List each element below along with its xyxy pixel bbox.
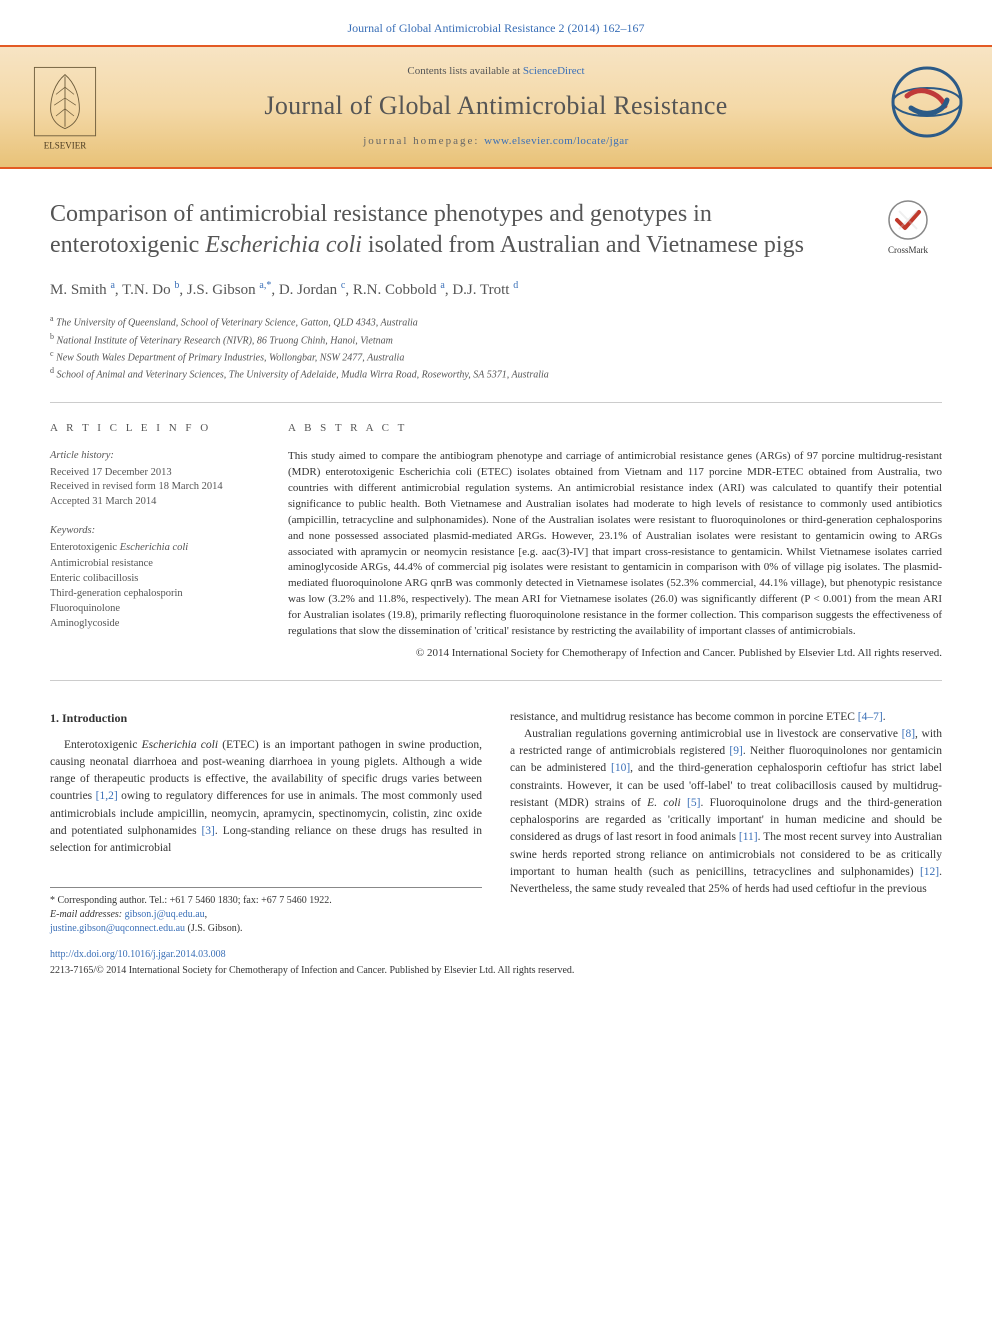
history-revised: Received in revised form 18 March 2014 xyxy=(50,480,255,495)
contents-list-line: Contents lists available at ScienceDirec… xyxy=(122,64,870,79)
title-post: isolated from Australian and Vietnamese … xyxy=(362,232,804,258)
homepage-line: journal homepage: www.elsevier.com/locat… xyxy=(122,134,870,149)
history-accepted: Accepted 31 March 2014 xyxy=(50,495,255,510)
crossmark-badge[interactable]: CrossMark xyxy=(874,199,942,257)
keyword: Enterotoxigenic Escherichia coli xyxy=(50,540,255,555)
article-info-heading: A R T I C L E I N F O xyxy=(50,421,255,436)
article-title: Comparison of antimicrobial resistance p… xyxy=(50,199,874,261)
email-link-2[interactable]: justine.gibson@uqconnect.edu.au xyxy=(50,923,185,934)
intro-p1-cont: resistance, and multidrug resistance has… xyxy=(510,709,942,726)
journal-citation: Journal of Global Antimicrobial Resistan… xyxy=(0,0,992,45)
affiliation-line: c New South Wales Department of Primary … xyxy=(50,348,942,365)
journal-header: ELSEVIER Contents lists available at Sci… xyxy=(0,45,992,169)
keyword: Fluoroquinolone xyxy=(50,601,255,616)
journal-name: Journal of Global Antimicrobial Resistan… xyxy=(122,88,870,124)
crossmark-label: CrossMark xyxy=(888,245,928,255)
keyword: Antimicrobial resistance xyxy=(50,556,255,571)
abstract-text: This study aimed to compare the antibiog… xyxy=(288,449,942,640)
abstract-heading: A B S T R A C T xyxy=(288,421,942,436)
doi-line: http://dx.doi.org/10.1016/j.jgar.2014.03… xyxy=(50,948,942,962)
homepage-url-link[interactable]: www.elsevier.com/locate/jgar xyxy=(484,135,629,147)
elsevier-text: ELSEVIER xyxy=(44,140,87,150)
email-suffix: (J.S. Gibson). xyxy=(185,923,243,934)
email-label: E-mail addresses: xyxy=(50,909,125,920)
keywords-head: Keywords: xyxy=(50,524,255,539)
society-logo xyxy=(882,57,972,157)
title-italic: Escherichia coli xyxy=(205,232,362,258)
intro-p1: Enterotoxigenic Escherichia coli (ETEC) … xyxy=(50,737,482,858)
keyword: Third-generation cephalosporin xyxy=(50,586,255,601)
affiliation-line: d School of Animal and Veterinary Scienc… xyxy=(50,365,942,382)
history-received: Received 17 December 2013 xyxy=(50,466,255,481)
keyword: Enteric colibacillosis xyxy=(50,571,255,586)
affiliations-block: a The University of Queensland, School o… xyxy=(50,313,942,382)
email-link-1[interactable]: gibson.j@uq.edu.au xyxy=(125,909,205,920)
keyword: Aminoglycoside xyxy=(50,616,255,631)
affiliation-line: b National Institute of Veterinary Resea… xyxy=(50,331,942,348)
footnotes-block: * Corresponding author. Tel.: +61 7 5460… xyxy=(50,887,482,936)
doi-link[interactable]: http://dx.doi.org/10.1016/j.jgar.2014.03… xyxy=(50,949,226,960)
elsevier-logo: ELSEVIER xyxy=(20,57,110,157)
section-heading-intro: 1. Introduction xyxy=(50,709,482,727)
homepage-prefix: journal homepage: xyxy=(363,135,484,147)
affiliation-line: a The University of Queensland, School o… xyxy=(50,313,942,330)
history-head: Article history: xyxy=(50,449,255,464)
contents-prefix: Contents lists available at xyxy=(407,65,522,77)
intro-p2: Australian regulations governing antimic… xyxy=(510,726,942,899)
authors-line: M. Smith a, T.N. Do b, J.S. Gibson a,*, … xyxy=(50,279,942,301)
sciencedirect-link[interactable]: ScienceDirect xyxy=(523,65,585,77)
abstract-copyright: © 2014 International Society for Chemoth… xyxy=(288,646,942,661)
corresponding-author: * Corresponding author. Tel.: +61 7 5460… xyxy=(50,894,482,908)
body-column-right: resistance, and multidrug resistance has… xyxy=(510,709,942,937)
footer-copyright: 2213-7165/© 2014 International Society f… xyxy=(50,964,942,978)
body-column-left: 1. Introduction Enterotoxigenic Escheric… xyxy=(50,709,482,937)
